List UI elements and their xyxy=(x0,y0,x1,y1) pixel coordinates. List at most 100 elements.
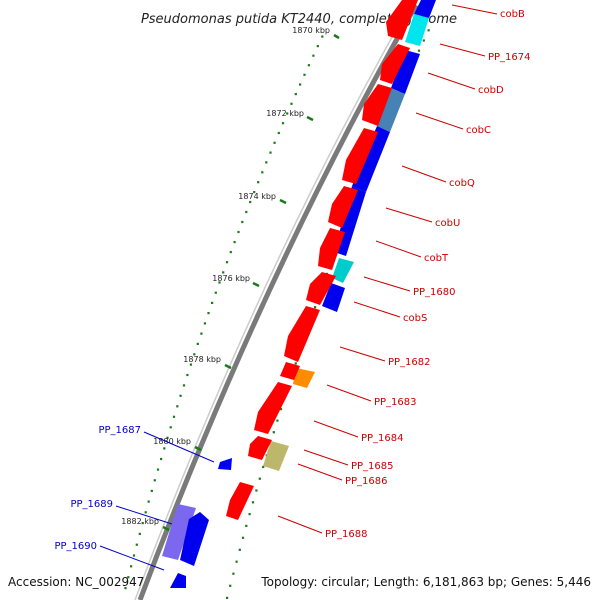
gene-label-PP_1680[interactable]: PP_1680 xyxy=(413,287,456,298)
tick-label: 1880 kbp xyxy=(153,437,191,446)
accession-text: Accession: NC_002947 xyxy=(8,575,144,589)
connector xyxy=(313,420,359,438)
track-dot xyxy=(273,141,276,144)
gene-cobQ xyxy=(352,126,390,192)
connector xyxy=(297,463,343,481)
track-dot xyxy=(232,572,235,575)
gene-label-cobC[interactable]: cobC xyxy=(466,125,491,136)
track-dot xyxy=(261,171,264,174)
tick-dash xyxy=(224,363,232,370)
map-title: Pseudomonas putida KT2440, complete geno… xyxy=(141,12,457,27)
gene-label-PP_1688[interactable]: PP_1688 xyxy=(325,529,368,540)
track-dot xyxy=(303,73,306,76)
tick-label: 1878 kbp xyxy=(183,355,221,364)
track-dot xyxy=(253,191,256,194)
track-dot xyxy=(193,353,196,356)
gene-cobB-fwd xyxy=(386,0,418,40)
tick-labels: 1870 kbp 1872 kbp 1874 kbp 1876 kbp 1878… xyxy=(121,26,330,526)
gene-label-cobQ[interactable]: cobQ xyxy=(449,178,475,189)
track-dot xyxy=(286,112,289,115)
gene-PP_1690 xyxy=(170,573,186,588)
tick-dash xyxy=(194,445,202,452)
track-dot xyxy=(156,468,160,471)
gene-fwd xyxy=(318,228,345,270)
gene-label-PP_1686[interactable]: PP_1686 xyxy=(345,476,388,487)
gene-cobC xyxy=(377,88,405,132)
track-dot xyxy=(294,93,297,96)
track-dot xyxy=(196,342,199,345)
track-dot xyxy=(255,489,258,492)
track-dot xyxy=(182,384,186,387)
track-dot xyxy=(160,457,163,461)
tick-label: 1876 kbp xyxy=(212,274,250,283)
track-dot xyxy=(203,322,206,325)
track-dot xyxy=(248,513,251,516)
tick-scale xyxy=(124,35,324,590)
track-dot xyxy=(237,230,240,234)
gene-fwd xyxy=(280,362,300,380)
gene-label-PP_1685[interactable]: PP_1685 xyxy=(351,461,394,472)
track-dot xyxy=(233,241,236,244)
track-dot xyxy=(127,576,130,579)
track-dot xyxy=(249,200,252,204)
gene-label-PP_1684[interactable]: PP_1684 xyxy=(361,433,404,444)
connector xyxy=(363,276,411,292)
right-gene-labels: cobB PP_1674 cobD cobC cobQ cobU cobT PP… xyxy=(325,9,531,540)
gene-label-PP_1689[interactable]: PP_1689 xyxy=(70,499,113,510)
gene-fwd xyxy=(306,272,336,305)
connector xyxy=(353,301,401,318)
gene-label-cobB[interactable]: cobB xyxy=(500,9,525,20)
track-dot xyxy=(218,281,221,284)
track-dot xyxy=(172,415,176,418)
tick-dash xyxy=(333,33,340,40)
track-dot xyxy=(235,560,238,563)
track-dot xyxy=(200,332,203,335)
connector xyxy=(375,240,422,258)
connector xyxy=(143,431,215,463)
gene-label-PP_1682[interactable]: PP_1682 xyxy=(388,357,431,368)
track-dot xyxy=(229,584,232,587)
track-dot xyxy=(179,394,182,397)
track-dot xyxy=(245,524,248,527)
gene-label-PP_1674[interactable]: PP_1674 xyxy=(488,52,531,63)
track-dot xyxy=(279,408,283,411)
forward-strand-genes xyxy=(226,0,418,520)
genome-backbone-inner xyxy=(134,4,411,600)
track-dot xyxy=(281,122,285,125)
gene-label-PP_1683[interactable]: PP_1683 xyxy=(374,397,417,408)
gene-PP_1674 xyxy=(405,14,429,46)
tick-label: 1882 kbp xyxy=(121,517,159,526)
gene-fwd xyxy=(342,128,378,184)
gene-label-cobT[interactable]: cobT xyxy=(424,253,449,264)
gene-label-PP_1690[interactable]: PP_1690 xyxy=(54,541,97,552)
track-dot xyxy=(132,554,136,557)
connector xyxy=(451,4,498,15)
gene-label-cobU[interactable]: cobU xyxy=(435,218,460,229)
track-dot xyxy=(241,536,245,539)
gene-label-cobS[interactable]: cobS xyxy=(403,313,427,324)
track-dot xyxy=(189,363,192,366)
connector xyxy=(277,515,323,534)
track-dot xyxy=(214,291,217,294)
gene-label-cobD[interactable]: cobD xyxy=(478,85,504,96)
track-dot xyxy=(427,29,430,32)
gene-cobT xyxy=(332,258,354,283)
track-dot xyxy=(241,220,244,224)
tick-dash xyxy=(279,198,287,205)
track-dot xyxy=(150,489,153,492)
track-dot xyxy=(211,301,214,304)
track-dot xyxy=(130,565,133,568)
gene-fwd xyxy=(254,382,292,434)
left-gene-labels: PP_1687 PP_1689 PP_1690 xyxy=(54,425,141,552)
track-dot xyxy=(163,447,166,450)
track-dot xyxy=(229,251,232,254)
track-dot xyxy=(257,181,260,184)
track-dot xyxy=(299,83,302,86)
right-connectors xyxy=(277,4,498,534)
track-dot xyxy=(269,151,272,154)
tick-dash xyxy=(162,525,170,532)
track-dot xyxy=(144,511,147,514)
track-dot xyxy=(169,426,172,429)
track-dot xyxy=(265,161,268,164)
gene-label-PP_1687[interactable]: PP_1687 xyxy=(98,425,141,436)
